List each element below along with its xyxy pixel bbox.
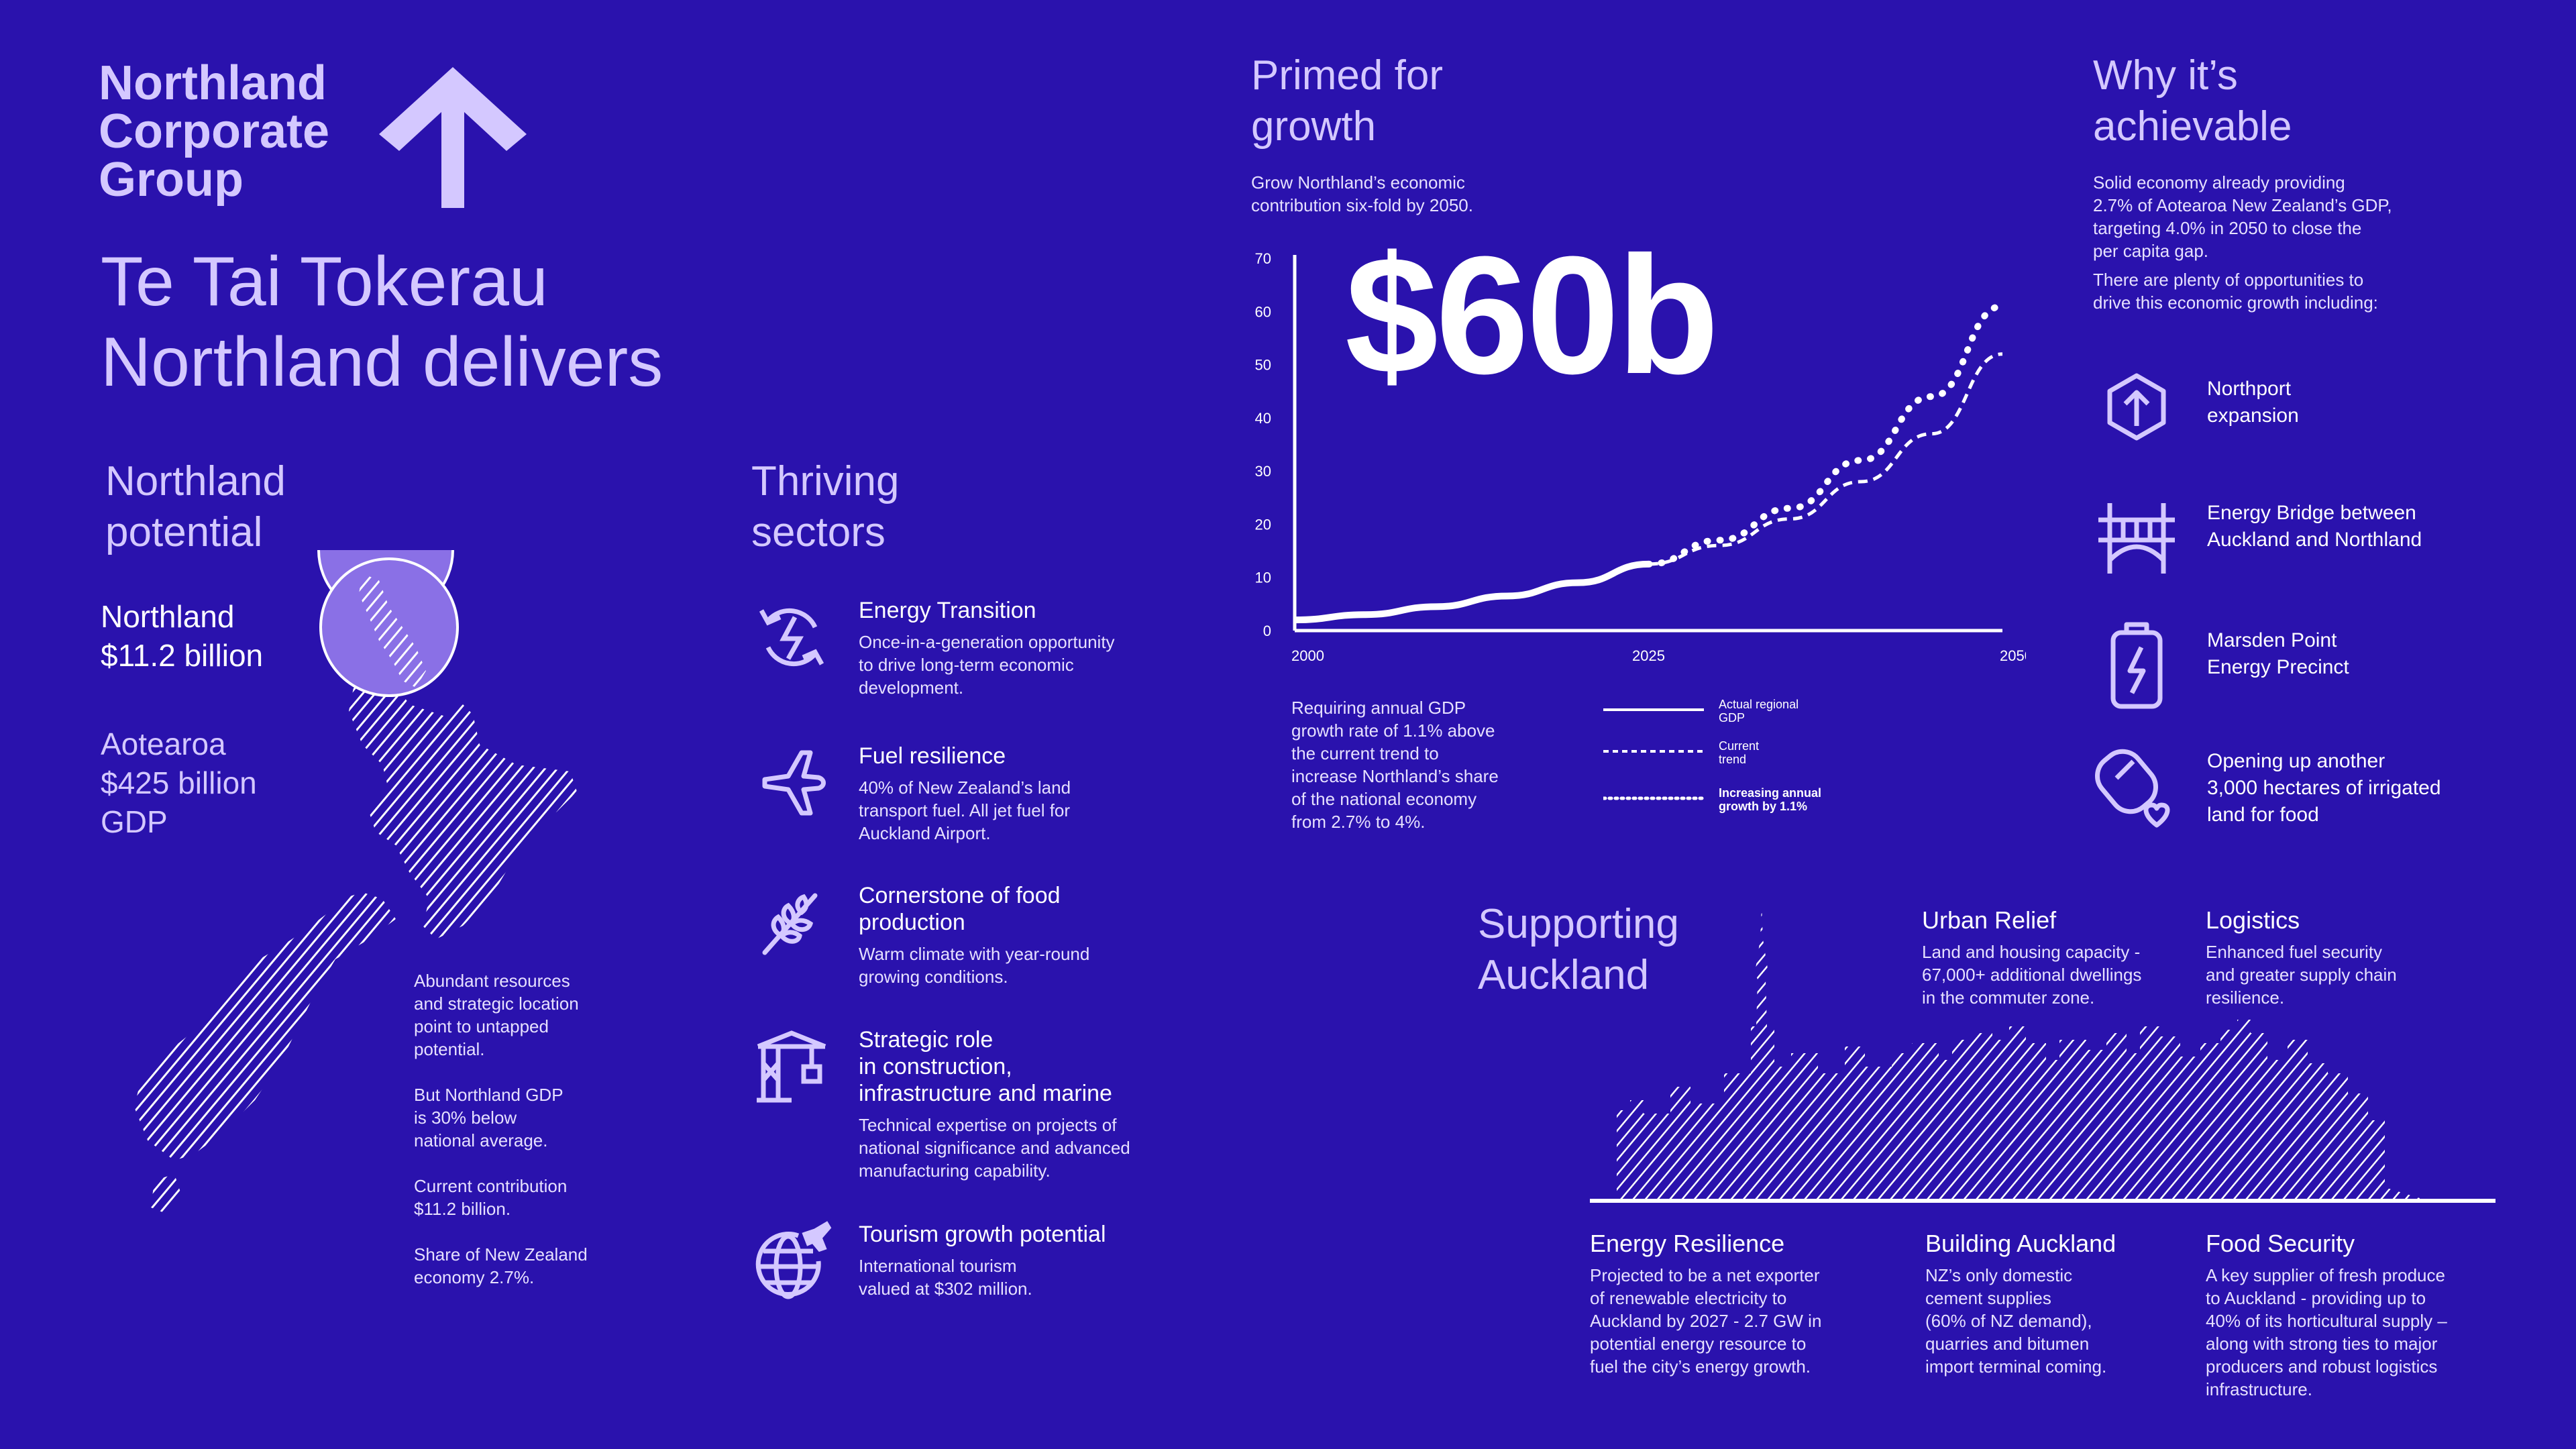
energy-resilience: Energy Resilience Projected to be a net …	[1590, 1229, 1878, 1378]
port-expansion-icon	[2107, 373, 2166, 441]
legend-dashed-line	[1603, 750, 1704, 753]
food-security-title: Food Security	[2206, 1230, 2355, 1257]
bridge-icon	[2098, 503, 2175, 574]
why-label: Energy Bridge between Auckland and North…	[2207, 502, 2422, 551]
series-line-solid	[1294, 560, 1649, 624]
why-item-northport: Northport expansion	[2093, 369, 2563, 463]
auckland-skyline	[1590, 906, 2496, 1203]
why-title: Why it’s achievable	[2093, 52, 2292, 150]
potential-note-1: Abundant resources and strategic locatio…	[414, 971, 579, 1059]
logistics: Logistics Enhanced fuel security and gre…	[2206, 906, 2487, 1009]
building-auckland-desc: NZ’s only domestic cement supplies (60% …	[1925, 1265, 2107, 1377]
legend-label-increasing: Increasing annual growth by 1.1%	[1719, 786, 1822, 813]
y-tick-label: 30	[1255, 463, 1271, 480]
urban-relief-desc: Land and housing capacity - 67,000+ addi…	[1922, 942, 2142, 1008]
legend-label-actual: Actual regional GDP	[1719, 698, 1799, 724]
energy-transition-icon	[759, 608, 824, 667]
x-tick-label: 2050	[2000, 647, 2026, 664]
airplane-icon	[762, 750, 826, 816]
why-item-marsden-point: Marsden Point Energy Precinct	[2093, 621, 2563, 714]
sector-title: Tourism growth potential	[859, 1222, 1106, 1247]
urban-relief-title: Urban Relief	[1922, 906, 2057, 934]
y-tick-label: 10	[1255, 570, 1271, 586]
urban-relief: Urban Relief Land and housing capacity -…	[1922, 906, 2190, 1009]
crane-icon	[757, 1030, 826, 1103]
building-auckland: Building Auckland NZ’s only domestic cem…	[1925, 1229, 2194, 1378]
potential-note-3: Current contribution $11.2 billion.	[414, 1176, 568, 1219]
y-tick-label: 60	[1255, 303, 1271, 320]
y-tick-label: 20	[1255, 516, 1271, 533]
why-label: Opening up another 3,000 hectares of irr…	[2207, 750, 2441, 826]
x-tick-label: 2000	[1291, 647, 1324, 664]
legend-solid-line	[1603, 708, 1704, 711]
building-auckland-title: Building Auckland	[1925, 1230, 2116, 1257]
food-security: Food Security A key supplier of fresh pr…	[2206, 1229, 2521, 1401]
series-line-dashed	[1648, 352, 2003, 566]
sectors-title: Thriving sectors	[751, 458, 900, 555]
why-intro-2: There are plenty of opportunities to dri…	[2093, 270, 2378, 313]
sector-title: Cornerstone of food production	[859, 883, 1061, 935]
sector-desc: Once-in-a-generation opportunity to driv…	[859, 632, 1115, 698]
sector-title: Strategic role in construction, infrastr…	[859, 1027, 1112, 1106]
sector-title: Fuel resilience	[859, 743, 1006, 769]
why-label: Marsden Point Energy Precinct	[2207, 629, 2349, 678]
wheat-icon	[762, 893, 818, 955]
auckland-title: Supporting Auckland	[1478, 901, 1679, 998]
x-tick-label: 2025	[1632, 647, 1665, 664]
legend-dotted-line	[1603, 796, 1704, 800]
growth-note: Requiring annual GDP growth rate of 1.1%…	[1291, 698, 1499, 832]
chart-legend: Actual regional GDP Current trend Increa…	[1603, 698, 1885, 818]
growth-title: Primed for growth	[1251, 52, 1443, 150]
why-intro-1: Solid economy already providing 2.7% of …	[2093, 172, 2392, 261]
growth-subtitle: Grow Northland’s economic contribution s…	[1251, 172, 1473, 215]
up-arrow-logo-icon	[379, 67, 527, 208]
why-label: Northport expansion	[2207, 378, 2299, 427]
energy-resilience-title: Energy Resilience	[1590, 1230, 1785, 1257]
water-heart-icon	[2095, 749, 2170, 828]
energy-resilience-desc: Projected to be a net exporter of renewa…	[1590, 1265, 1822, 1377]
series-line-dotted	[1645, 303, 2006, 568]
y-tick-label: 50	[1255, 357, 1271, 374]
why-item-irrigation: Opening up another 3,000 hectares of irr…	[2093, 741, 2563, 835]
y-tick-label: 0	[1263, 623, 1271, 639]
legend-label-trend: Current trend	[1719, 739, 1760, 766]
gdp-growth-chart: 0 10 20 30 40 50 60 70 2000 2025 2050	[1255, 250, 2026, 664]
sector-desc: 40% of New Zealand’s land transport fuel…	[859, 777, 1071, 843]
logistics-title: Logistics	[2206, 906, 2300, 934]
northland-stat: Northland $11.2 billion	[101, 599, 264, 673]
northland-circle	[319, 557, 459, 697]
globe-plane-icon	[755, 1221, 832, 1299]
y-tick-label: 70	[1255, 250, 1271, 267]
why-item-energy-bridge: Energy Bridge between Auckland and North…	[2093, 493, 2563, 587]
potential-title: Northland potential	[105, 458, 286, 555]
big-value: $60b	[1345, 221, 1719, 409]
aotearoa-stat: Aotearoa $425 billion GDP	[101, 727, 257, 839]
sector-desc: Technical expertise on projects of natio…	[859, 1115, 1130, 1181]
potential-note-4: Share of New Zealand economy 2.7%.	[414, 1244, 588, 1287]
food-security-desc: A key supplier of fresh produce to Auckl…	[2206, 1265, 2447, 1399]
y-tick-label: 40	[1255, 410, 1271, 427]
sector-desc: Warm climate with year-round growing con…	[859, 944, 1090, 987]
sector-title: Energy Transition	[859, 598, 1036, 623]
potential-note-2: But Northland GDP is 30% below national …	[414, 1085, 564, 1150]
energy-battery-icon	[2110, 622, 2163, 709]
sector-desc: International tourism valued at $302 mil…	[859, 1256, 1032, 1299]
logistics-desc: Enhanced fuel security and greater suppl…	[2206, 942, 2397, 1008]
brand-name: Northland Corporate Group	[99, 56, 330, 207]
page-headline: Te Tai Tokerau Northland delivers	[101, 243, 663, 401]
